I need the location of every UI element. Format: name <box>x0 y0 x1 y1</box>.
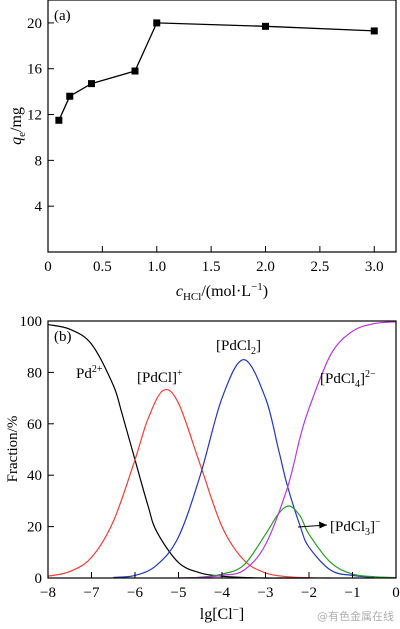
y-tick-label-b: 60 <box>27 417 42 433</box>
y-tick-label-b: 20 <box>27 520 42 536</box>
x-axis-title-a-unit: /(mol·L <box>201 283 251 300</box>
series-label-pd2: Pd2+ <box>76 364 103 382</box>
series-label-pdcl4-close: ] <box>360 371 365 387</box>
y-axis-title-a-main: q <box>8 137 25 145</box>
x-tick-label-b: −7 <box>84 585 100 601</box>
series-label-pdcl3-close: ] <box>370 519 375 535</box>
series-label-pdcl-main: [PdCl] <box>137 370 177 386</box>
y-tick-label-a: 8 <box>35 153 43 169</box>
y-tick-label-a: 4 <box>35 199 43 215</box>
y-tick-label-a: 12 <box>27 108 42 124</box>
x-tick-label-a: 3.0 <box>365 259 384 275</box>
y-axis-title-a: qe/mg <box>8 107 28 145</box>
x-tick-label-b: −5 <box>171 585 187 601</box>
x-tick-label-a: 0.5 <box>93 259 112 275</box>
data-point-a <box>262 22 269 30</box>
y-tick-label-b: 40 <box>27 468 42 484</box>
x-axis-title-b: lg[Cl−] <box>200 604 244 623</box>
series-group-b <box>47 321 397 579</box>
plot-frame-b <box>47 320 397 579</box>
x-axis-title-a: cHCl/(mol·L−1) <box>176 281 268 303</box>
series-label-pdcl: [PdCl]+ <box>137 368 183 386</box>
series-line-a <box>58 22 375 121</box>
series-label-pdcl3-main: [PdCl <box>330 519 365 535</box>
x-tick-label-a: 2.5 <box>311 259 330 275</box>
y-tick-label-a: 20 <box>27 16 42 32</box>
x-tick-label-b: −4 <box>214 585 230 601</box>
series-label-pdcl2-close: ] <box>256 338 261 354</box>
species-curve <box>47 388 331 579</box>
panel-label-a: (a) <box>54 8 71 24</box>
data-point-a <box>370 27 378 35</box>
plot-frame-a <box>47 0 397 253</box>
x-tick-label-a: 1.5 <box>202 259 221 275</box>
series-label-pdcl4: [PdCl4]2− <box>320 369 376 390</box>
x-tick-label-b: −3 <box>258 585 274 601</box>
y-axis-title-a-sub: e <box>16 132 28 137</box>
y-axis-b: 0 20 40 60 80 100 <box>20 314 54 587</box>
x-axis-title-b-sup: − <box>233 604 239 616</box>
data-point-a <box>55 116 63 124</box>
y-axis-a: 4 8 12 16 20 <box>27 16 54 215</box>
y-axis-title-b: Fraction/% <box>5 416 21 483</box>
series-label-pdcl3: [PdCl3]− <box>330 517 381 538</box>
series-label-pdcl4-sub: 4 <box>355 379 360 390</box>
series-label-pd2-sup: 2+ <box>92 364 103 375</box>
x-tick-label-a: 1.0 <box>147 259 166 275</box>
data-point-a <box>66 92 74 100</box>
x-tick-label-a: 0 <box>44 259 52 275</box>
x-tick-label-a: 2.0 <box>256 259 275 275</box>
series-label-pdcl4-main: [PdCl <box>320 371 355 387</box>
x-tick-label-b: −1 <box>345 585 361 601</box>
series-label-pdcl2-sub: 2 <box>251 346 256 357</box>
x-axis-title-b-main: lg[Cl <box>200 606 233 623</box>
watermark: @有色金属在线 <box>317 610 394 623</box>
series-group-a <box>55 19 378 124</box>
y-tick-label-b: 100 <box>20 314 43 330</box>
species-curve <box>178 505 397 579</box>
data-point-a <box>88 80 95 88</box>
y-tick-label-b: 0 <box>35 571 43 587</box>
series-label-pdcl3-sup: − <box>375 517 381 528</box>
panel-label-b: (b) <box>54 329 72 345</box>
series-label-pdcl4-sup: 2− <box>365 369 376 380</box>
series-label-pd2-main: Pd <box>76 366 92 382</box>
x-axis-b: −8 −7 −6 −5 −4 −3 −2 −1 0 <box>40 572 400 601</box>
species-curve <box>47 324 309 579</box>
x-axis-title-a-main: c <box>176 283 183 300</box>
x-axis-title-a-sup: −1 <box>251 281 263 293</box>
series-label-pdcl-sup: + <box>177 368 183 379</box>
species-curve <box>178 321 397 579</box>
series-label-pdcl3-sub: 3 <box>365 527 370 538</box>
series-label-pdcl2-main: [PdCl <box>216 338 251 354</box>
y-tick-label-b: 80 <box>27 365 42 381</box>
x-tick-label-b: −6 <box>127 585 143 601</box>
chart-panel-a: 0 0.5 1.0 1.5 2.0 2.5 3.0 4 8 12 16 20 (a) qe/mg c… <box>8 0 397 303</box>
y-axis-title-a-unit: /mg <box>8 107 25 132</box>
x-axis-title-a-sub: HCl <box>183 291 201 303</box>
x-tick-label-b: −8 <box>40 585 56 601</box>
annotation-arrowhead-pdcl3 <box>319 521 327 529</box>
series-label-pdcl2: [PdCl2] <box>216 338 261 357</box>
x-axis-title-a-close: ) <box>263 283 268 300</box>
species-curve <box>113 358 375 579</box>
data-point-a <box>131 67 139 75</box>
x-axis-a: 0 0.5 1.0 1.5 2.0 2.5 3.0 <box>44 246 384 275</box>
data-point-a <box>153 19 161 27</box>
x-tick-label-b: 0 <box>392 585 400 601</box>
x-tick-label-b: −2 <box>301 585 317 601</box>
x-axis-title-b-close: ] <box>239 606 244 623</box>
y-tick-label-a: 16 <box>27 62 43 78</box>
